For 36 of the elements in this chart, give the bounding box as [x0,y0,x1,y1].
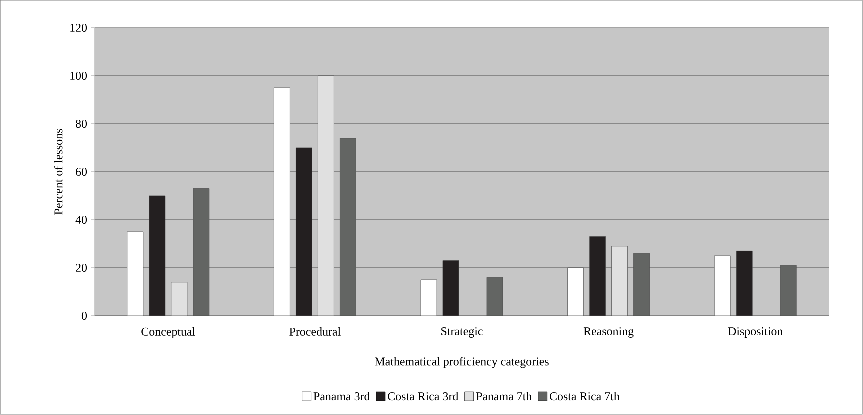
legend-label: Costa Rica 3rd [388,392,459,401]
bar [780,265,797,316]
bar [296,148,312,316]
bar [318,76,334,316]
bar [127,232,144,316]
legend-label: Panama 7th [476,392,532,401]
x-tick-label: Conceptual [142,328,196,338]
legend-label: Panama 3rd [314,392,370,401]
bar [340,138,356,316]
y-tick-label: 80 [76,120,88,128]
x-axis-title: Mathematical proficiency categories [375,357,549,368]
y-axis-title: Percent of lessons [54,129,63,215]
bar [171,282,188,316]
bar [149,196,166,316]
bar [568,268,584,316]
x-tick-label: Strategic [442,328,483,338]
bar [590,236,606,316]
y-tick-label: 120 [70,24,88,32]
x-tick-label: Disposition [728,328,783,338]
bar [736,251,753,316]
y-tick-label: 0 [82,312,88,320]
bar [486,277,504,316]
y-tick-label: 20 [76,264,88,272]
bar [634,253,650,316]
y-tick-label: 60 [76,168,88,176]
x-tick-label: Procedural [290,328,341,336]
x-tick-label: Reasoning [584,328,634,338]
bar [193,188,210,316]
bar [714,256,731,316]
legend-label: Costa Rica 7th [550,392,620,401]
bar [420,280,438,316]
y-tick-label: 40 [76,216,88,224]
bar [274,88,290,316]
bar [442,260,460,316]
bar [612,246,628,316]
y-tick-label: 100 [70,72,88,80]
